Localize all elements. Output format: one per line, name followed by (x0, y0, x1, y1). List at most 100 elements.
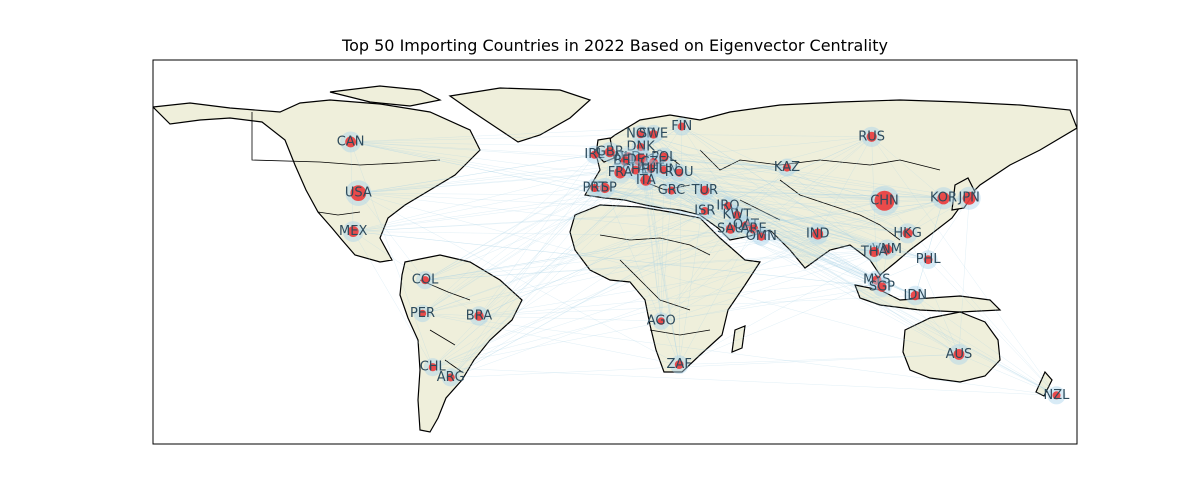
trade-flow-line (663, 157, 705, 191)
trade-flow-line (425, 233, 818, 281)
node-dot (675, 168, 684, 177)
node-dot (962, 191, 976, 205)
trade-flow-line (681, 126, 818, 235)
trade-flow-line (353, 190, 672, 232)
country-node-deu: DEU (627, 148, 655, 172)
trade-flow-line (817, 233, 888, 250)
trade-flow-line (874, 198, 970, 253)
country-node-zaf: ZAF (667, 355, 692, 375)
country-label: HUN (649, 163, 678, 178)
trade-flow-line (609, 126, 682, 153)
landmass-greenland (448, 87, 592, 143)
country-label: GRC (658, 183, 686, 198)
node-dot (636, 130, 645, 139)
trade-flow-line (663, 169, 731, 230)
trade-flow-line (625, 160, 877, 281)
trade-flow-line (450, 198, 944, 378)
trade-flow-line (353, 231, 882, 288)
trade-flow-line (884, 200, 1057, 396)
landmass-new-zealand (1035, 370, 1053, 397)
trade-flow-line (432, 251, 875, 368)
country-node-idn: IDN (904, 285, 927, 306)
country-node-rou: ROU (665, 163, 694, 182)
trade-flow-line (645, 180, 705, 191)
trade-flow-line (604, 187, 731, 230)
country-node-swe: SWE (639, 124, 668, 144)
trade-flow-line (358, 162, 654, 194)
trade-flow-line (450, 136, 872, 378)
trade-flow-line (350, 141, 641, 148)
node-dot (640, 174, 652, 186)
landmass-australia (902, 311, 1001, 383)
country-node-chl: CHL (420, 358, 447, 377)
trade-flow-line (653, 134, 762, 237)
node-dot (732, 210, 741, 219)
trade-flow-line (594, 154, 641, 161)
trade-flow-line (745, 197, 970, 226)
country-node-nzl: NZL (1044, 386, 1070, 405)
country-node-tha: THA (860, 241, 888, 263)
trade-flow-line (350, 141, 646, 181)
trade-flow-line (681, 126, 908, 234)
country-node-isr: ISR (694, 201, 715, 221)
country-label: KWT (722, 207, 751, 222)
trade-flow-line (358, 192, 875, 253)
trade-flow-line (604, 187, 877, 281)
country-node-fin: FIN (671, 117, 692, 136)
trade-flow-line (661, 233, 818, 322)
trade-flow-line (653, 134, 729, 207)
trade-flow-line (704, 190, 885, 202)
country-label: MEX (339, 224, 367, 239)
country-label: SAU (717, 221, 744, 236)
trade-flow-line (432, 198, 944, 368)
country-node-rus: RUS (858, 126, 885, 147)
country-label: THA (860, 245, 888, 260)
node-dot (910, 290, 921, 301)
trade-flow-line (350, 141, 746, 226)
node-dot (812, 228, 824, 240)
trade-flow-line (786, 167, 960, 355)
trade-flow-line (358, 192, 426, 281)
trade-flow-line (422, 313, 1057, 396)
country-node-mex: MEX (339, 221, 367, 242)
trade-flow-line (604, 187, 818, 235)
trade-flow-line (671, 190, 1057, 396)
trade-flow-line (761, 236, 877, 281)
trade-flow-line (661, 167, 788, 322)
trade-flow-line (358, 169, 636, 194)
trade-flow-line (745, 224, 883, 288)
country-node-sgp: SGP (869, 277, 895, 297)
node-dot (700, 185, 710, 196)
trade-flow-line (640, 134, 729, 207)
country-node-are: ARE (741, 219, 767, 239)
trade-flow-line (915, 198, 944, 296)
country-node-ago: AGO (647, 312, 676, 330)
country-label: DEU (627, 152, 655, 167)
trade-flow-line (907, 233, 960, 355)
country-label: JPN (957, 191, 979, 206)
trade-flow-line (679, 172, 1057, 396)
country-label: OMN (746, 229, 777, 244)
node-dot (782, 163, 792, 172)
node-dot (937, 192, 950, 205)
country-node-sau: SAU (717, 219, 744, 239)
country-label: DNK (627, 140, 656, 155)
trade-flow-line (640, 134, 929, 260)
trade-flow-line (645, 180, 885, 202)
trade-flow-line (958, 354, 1057, 396)
trade-flow-line (681, 126, 875, 253)
trade-flow-line (422, 154, 595, 314)
trade-flow-line (927, 259, 1057, 396)
landmass-madagascar (731, 325, 746, 353)
trade-flow-line (422, 313, 479, 317)
trade-flow-line (640, 134, 705, 191)
trade-flow-line (478, 172, 680, 317)
trade-flow-line (640, 133, 885, 202)
trade-flow-line (745, 224, 1057, 396)
country-node-col: COL (412, 271, 439, 290)
trade-flow-line (358, 192, 959, 355)
country-label: PRT (583, 181, 607, 196)
trade-flow-line (786, 167, 908, 234)
trade-flow-line (660, 214, 738, 322)
